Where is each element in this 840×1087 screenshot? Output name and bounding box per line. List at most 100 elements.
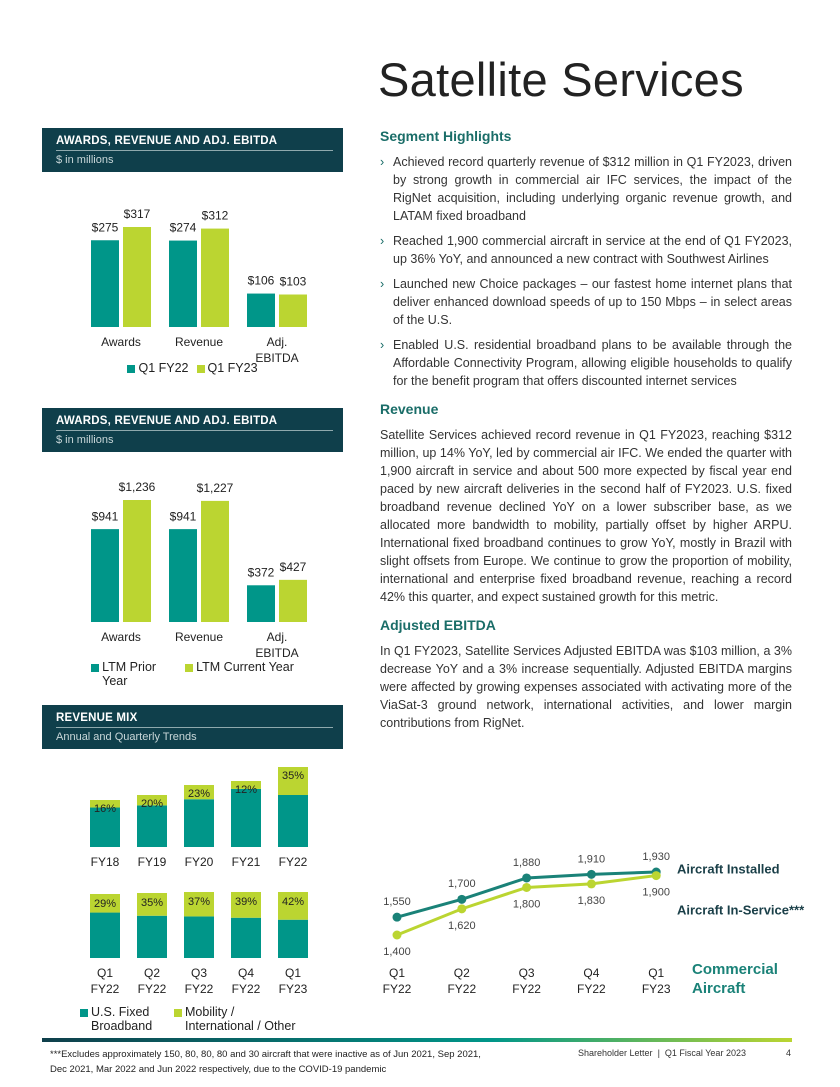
paragraph: Satellite Services achieved record reven… [380, 428, 792, 604]
legend: LTM Prior Year LTM Current Year [42, 660, 343, 688]
text-column: Segment Highlights Achieved record quarte… [380, 127, 792, 742]
x-tick-label-line: Awards [101, 630, 141, 644]
x-tick-label-line: FY20 [185, 855, 214, 869]
x-tick-label: Q3 FY22 [185, 966, 214, 996]
marker [586, 879, 596, 889]
x-tick-label-line: FY22 [577, 982, 606, 996]
bullet: Enabled U.S. residential broadband plans… [380, 336, 792, 390]
panel-title: AWARDS, REVENUE AND ADJ. EBITDA [56, 135, 333, 151]
marker [457, 904, 467, 914]
x-tick-label-line: Q2 [144, 966, 160, 980]
page-number: 4 [786, 1048, 792, 1058]
x-tick-label-line: Q3 [191, 966, 207, 980]
bar-segment [137, 805, 167, 847]
value-label: $427 [280, 560, 307, 574]
x-tick-label-line: FY22 [138, 982, 167, 996]
x-tick-label: Q4 FY22 [577, 966, 606, 996]
bar-segment [90, 800, 120, 808]
footnote: ***Excludes approximately 150, 80, 80, 8… [50, 1049, 481, 1075]
value-label: 1,930 [642, 851, 670, 863]
value-label: $1,227 [197, 481, 234, 495]
x-tick-label: Q4 FY22 [232, 966, 261, 996]
value-label: 35% [141, 897, 163, 909]
bullet: Reached 1,900 commercial aircraft in ser… [380, 232, 792, 268]
legend-swatch [174, 1009, 182, 1017]
x-tick-label-line: Q1 [389, 966, 405, 980]
paragraph: In Q1 FY2023, Satellite Services Adjuste… [380, 644, 792, 730]
value-label: 37% [188, 896, 210, 908]
legend-swatch [127, 365, 136, 373]
bar-segment [278, 919, 308, 958]
x-tick-label-line: Revenue [175, 630, 223, 644]
x-tick-label-line: Awards [101, 335, 141, 349]
footer-label: Shareholder Letter | Q1 Fiscal Year 2023 [578, 1048, 746, 1058]
legend-label: LTM Current Year [196, 660, 294, 674]
x-tick-label: Q1 FY22 [91, 966, 120, 996]
x-tick-label-line: Q1 [648, 966, 664, 980]
panel-title: REVENUE MIX [56, 712, 333, 728]
marker [392, 930, 402, 940]
value-label: $103 [280, 275, 307, 289]
x-tick-label-line: Adj. [267, 335, 288, 349]
value-label: 1,550 [383, 896, 411, 908]
value-label: $106 [248, 274, 275, 288]
x-tick-label: FY18 [91, 855, 120, 869]
x-tick-label: Awards [101, 335, 141, 349]
x-tick-label: FY19 [138, 855, 167, 869]
value-label: $941 [170, 509, 197, 523]
value-label: $274 [170, 221, 197, 235]
legend-label: Q1 FY23 [207, 361, 258, 375]
legend-label: Q1 FY22 [138, 361, 189, 375]
value-label: 1,900 [642, 886, 670, 898]
bar [169, 529, 197, 622]
value-label: 16% [94, 803, 116, 815]
legend-label: Mobility / International / Other [185, 1005, 296, 1033]
bar-segment [231, 892, 261, 918]
bar-segment [90, 807, 120, 847]
x-tick-label: Q1 FY23 [279, 966, 308, 996]
value-label: $941 [92, 509, 119, 523]
legend-swatch [91, 664, 100, 672]
x-tick-label-line: FY19 [138, 855, 167, 869]
value-label: 1,400 [383, 946, 411, 958]
bar [91, 529, 119, 622]
value-label: 1,830 [578, 895, 606, 907]
value-label: $275 [92, 220, 119, 234]
x-tick-label-line: FY22 [383, 982, 412, 996]
bar-segment [90, 912, 120, 958]
bullet: Achieved record quarterly revenue of $31… [380, 153, 792, 225]
x-tick-label: FY21 [232, 855, 261, 869]
bar [123, 227, 151, 327]
bar [279, 294, 307, 327]
value-label: 39% [235, 896, 257, 908]
x-tick-label-line: Q1 [285, 966, 301, 980]
x-tick-label: FY22 [279, 855, 308, 869]
value-label: 1,620 [448, 920, 476, 932]
value-label: 42% [282, 896, 304, 908]
value-label: 23% [188, 788, 210, 800]
value-label: $372 [248, 565, 275, 579]
x-tick-label-line: Adj. [267, 630, 288, 644]
panel-subtitle: $ in millions [56, 154, 114, 166]
x-tick-label-line: FY22 [91, 982, 120, 996]
bar [247, 293, 275, 327]
legend-swatch [80, 1009, 88, 1017]
legend-item: U.S. Fixed Broadband [80, 1005, 166, 1033]
value-label: 12% [235, 784, 257, 796]
x-tick-label-line: FY21 [232, 855, 261, 869]
x-tick-label-line: FY22 [279, 855, 308, 869]
x-tick-label: Revenue [175, 630, 223, 644]
x-tick-label: Q3 FY22 [512, 966, 541, 996]
bar-segment [278, 795, 308, 847]
legend-label: U.S. Fixed Broadband [91, 1005, 153, 1033]
x-tick-label-line: Q2 [454, 966, 470, 980]
value-label: $317 [124, 207, 151, 221]
bar-segment [184, 785, 214, 800]
x-tick-label: Adj. EBITDA [255, 630, 298, 660]
panel-header: AWARDS, REVENUE AND ADJ. EBITDA $ in mill… [42, 128, 343, 172]
value-label: 20% [141, 798, 163, 810]
marker [457, 894, 467, 904]
x-tick-label: Q1 FY23 [642, 966, 671, 996]
value-label: 1,700 [448, 878, 476, 890]
